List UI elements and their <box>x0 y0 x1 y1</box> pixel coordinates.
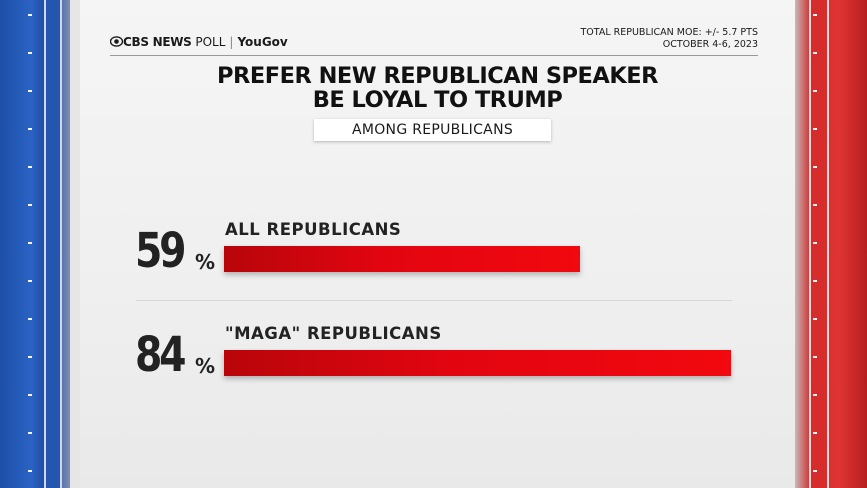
bar-all-republicans <box>224 246 580 272</box>
value-number: 59 <box>135 223 186 279</box>
bar-row: 59% ALL REPUBLICANS <box>80 220 795 292</box>
moe-text: TOTAL REPUBLICAN MOE: +/- 5.7 PTS <box>580 27 758 38</box>
logo-separator: | <box>229 35 234 49</box>
category-label: "MAGA" REPUBLICANS <box>225 324 442 343</box>
tick-mark <box>813 14 817 16</box>
tick-mark <box>28 356 32 358</box>
tick-mark <box>813 166 817 168</box>
value-label: 84% <box>135 326 215 384</box>
right-red-panel <box>795 0 867 488</box>
tick-mark <box>813 432 817 434</box>
row-divider <box>136 300 732 301</box>
tick-mark <box>28 318 32 320</box>
tick-mark <box>28 90 32 92</box>
cbs-news-poll-logo: CBS NEWS POLL | YouGov <box>109 35 288 50</box>
tick-mark <box>813 128 817 130</box>
margin-of-error: TOTAL REPUBLICAN MOE: +/- 5.7 PTS OCTOBE… <box>580 27 758 51</box>
logo-partner: YouGov <box>237 35 288 49</box>
tick-mark <box>813 470 817 472</box>
chart-title-line-1: PREFER NEW REPUBLICAN SPEAKER <box>217 63 658 89</box>
tick-mark <box>28 280 32 282</box>
tick-mark <box>28 52 32 54</box>
left-stripe <box>44 0 62 488</box>
tick-mark <box>28 432 32 434</box>
logo-poll: POLL <box>195 35 226 49</box>
percent-sign: % <box>195 354 216 378</box>
chart-title-line-2: BE LOYAL TO TRUMP <box>312 87 563 113</box>
tick-mark <box>813 242 817 244</box>
cbs-eye-icon <box>109 36 124 50</box>
percent-sign: % <box>195 250 216 274</box>
value-number: 84 <box>135 327 186 383</box>
tick-mark <box>28 166 32 168</box>
tick-mark <box>813 204 817 206</box>
tick-mark <box>813 356 817 358</box>
right-stripe <box>809 0 829 488</box>
logo-brand: CBS NEWS <box>123 35 192 49</box>
value-label: 59% <box>135 222 215 280</box>
right-tick-marks <box>813 0 819 488</box>
tick-mark <box>813 318 817 320</box>
tick-mark <box>28 394 32 396</box>
tick-mark <box>28 204 32 206</box>
tick-mark <box>813 280 817 282</box>
bar-row: 84% "MAGA" REPUBLICANS <box>80 324 795 396</box>
tick-mark <box>28 470 32 472</box>
bar-maga-republicans <box>224 350 731 376</box>
tick-mark <box>813 90 817 92</box>
left-blue-panel <box>0 0 70 488</box>
chart-title: PREFER NEW REPUBLICAN SPEAKER BE LOYAL T… <box>80 64 795 112</box>
tick-mark <box>813 394 817 396</box>
poll-dates: OCTOBER 4-6, 2023 <box>662 39 758 50</box>
poll-graphic: CBS NEWS POLL | YouGov TOTAL REPUBLICAN MO… <box>80 0 795 488</box>
tick-mark <box>28 128 32 130</box>
tick-mark <box>28 242 32 244</box>
chart-subtitle: AMONG REPUBLICANS <box>314 119 551 141</box>
header-rule <box>110 55 758 56</box>
tick-mark <box>813 52 817 54</box>
category-label: ALL REPUBLICANS <box>225 220 402 239</box>
left-tick-marks <box>28 0 34 488</box>
tick-mark <box>28 14 32 16</box>
